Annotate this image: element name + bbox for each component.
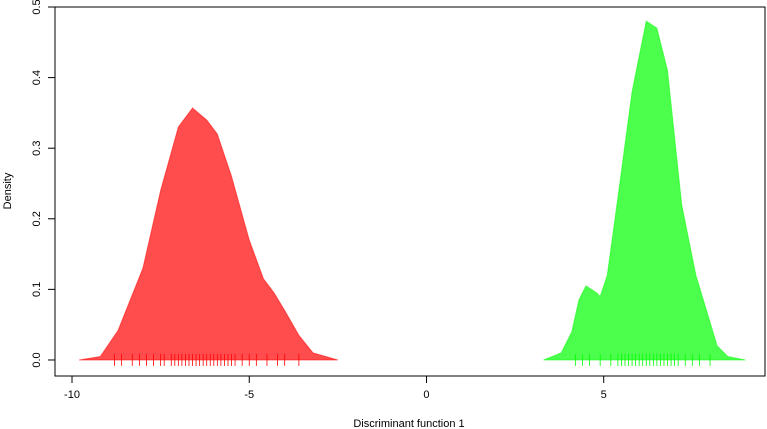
plot-box — [54, 6, 766, 377]
y-tick-label: 0.3 — [31, 141, 43, 156]
x-tick-label: -10 — [64, 389, 80, 401]
y-tick-label: 0.4 — [31, 70, 43, 85]
density-area — [79, 107, 339, 361]
y-axis-label: Density — [2, 172, 14, 209]
x-tick-label: 0 — [423, 389, 429, 401]
density-area — [543, 20, 746, 361]
x-tick-label: 5 — [601, 389, 607, 401]
x-tick-label: -5 — [244, 389, 254, 401]
y-tick-label: 0.0 — [31, 352, 43, 367]
y-tick-label: 0.1 — [31, 282, 43, 297]
y-tick-label: 0.5 — [31, 0, 43, 15]
x-axis-label: Discriminant function 1 — [353, 418, 464, 429]
y-tick-label: 0.2 — [31, 211, 43, 226]
